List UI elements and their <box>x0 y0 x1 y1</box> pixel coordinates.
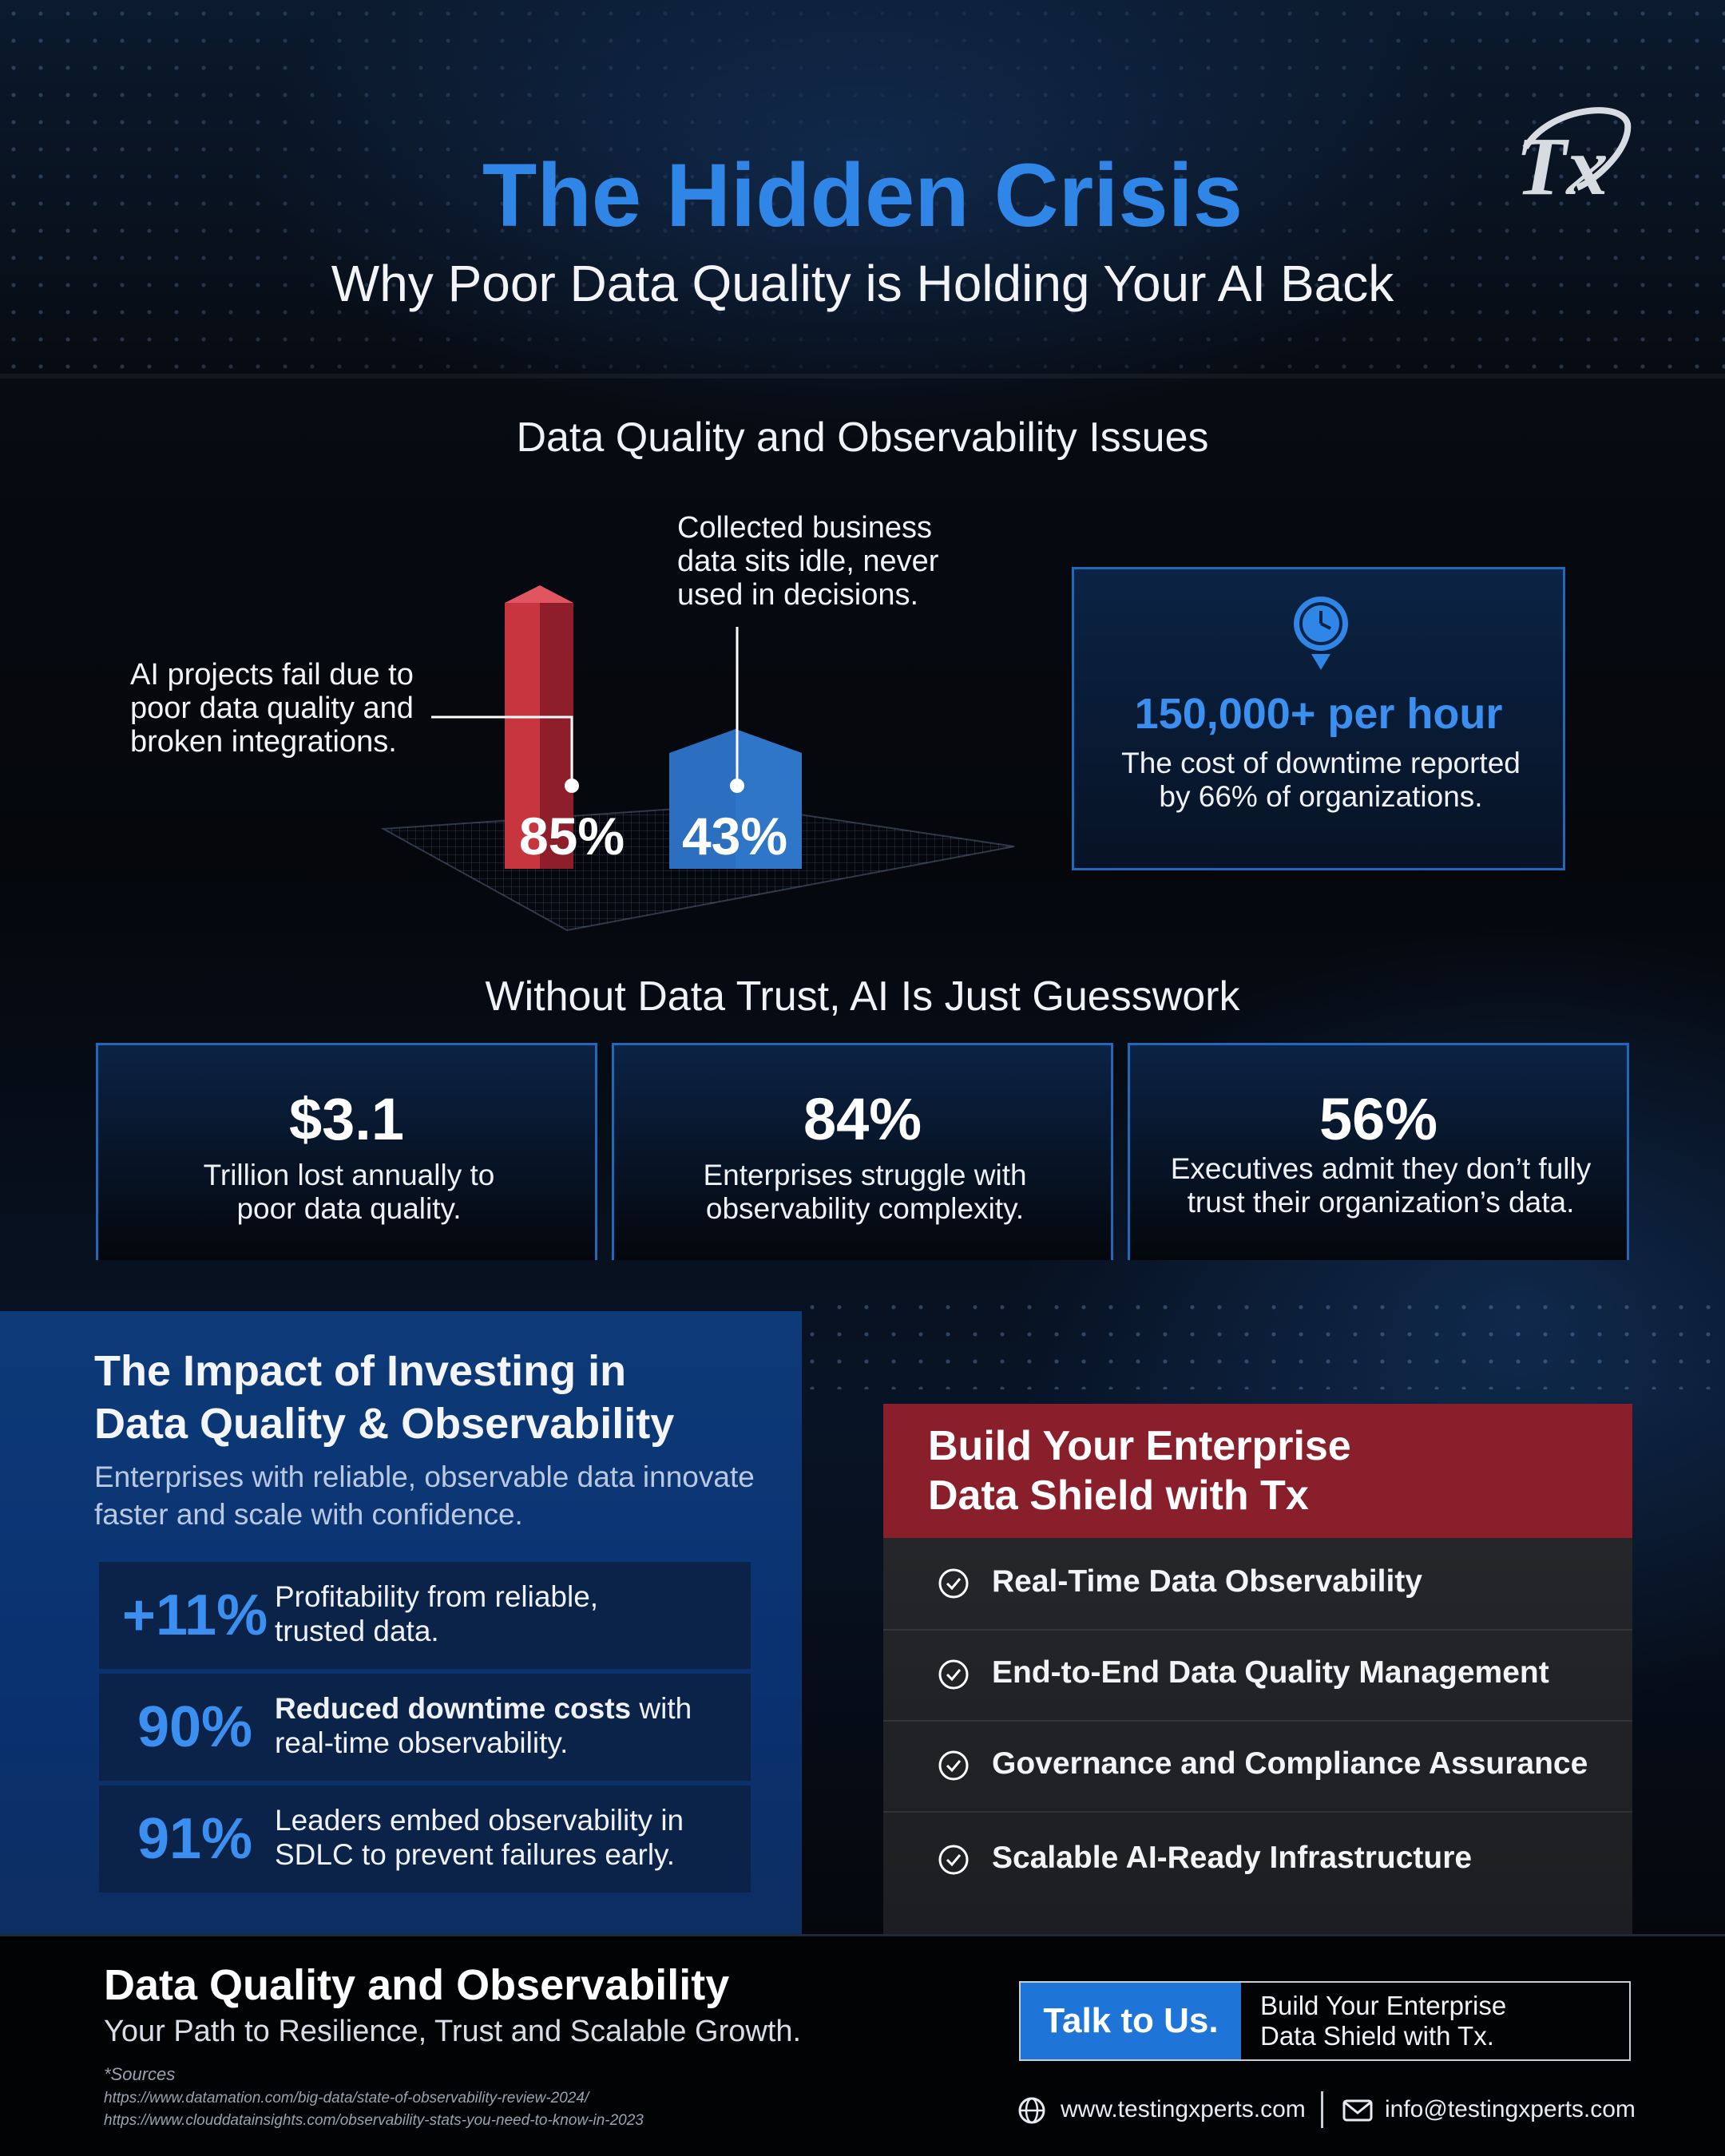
issues-section-title: Data Quality and Observability Issues <box>516 414 1209 461</box>
stat-card: 84% Enterprises struggle with observabil… <box>612 1043 1113 1260</box>
shield-item-label: Scalable AI-Ready Infrastructure <box>992 1841 1473 1875</box>
stat-card: $3.1 Trillion lost annually to poor data… <box>96 1043 597 1260</box>
check-circle-icon <box>938 1750 969 1781</box>
header-divider <box>0 374 1725 378</box>
tx-logo: Tx <box>1516 107 1632 212</box>
source-link[interactable]: https://www.clouddatainsights.com/observ… <box>104 2112 644 2129</box>
impact-row: 91% Leaders embed observability in SDLC … <box>99 1785 751 1892</box>
globe-icon <box>1018 2097 1045 2124</box>
shield-header: Build Your Enterprise Data Shield with T… <box>883 1404 1632 1538</box>
envelope-icon <box>1342 2099 1373 2122</box>
shield-feature-list: Real-Time Data Observability End-to-End … <box>883 1538 1632 1934</box>
bar-chart: 85% 43% <box>367 495 1022 942</box>
impact-text: Profitability from reliable, trusted dat… <box>275 1580 599 1647</box>
footer-subtitle: Your Path to Resilience, Trust and Scala… <box>104 2015 802 2048</box>
impact-row: +11% Profitability from reliable, truste… <box>99 1562 751 1669</box>
shield-title: Build Your Enterprise Data Shield with T… <box>928 1423 1351 1519</box>
impact-value: 91% <box>137 1807 253 1871</box>
impact-description: Enterprises with reliable, observable da… <box>94 1460 755 1531</box>
connector-dot-blue <box>730 779 744 793</box>
website-link[interactable]: www.testingxperts.com <box>1061 2096 1306 2122</box>
impact-value: +11% <box>121 1583 268 1647</box>
email-link[interactable]: info@testingxperts.com <box>1385 2096 1636 2122</box>
sources-heading: *Sources <box>104 2064 176 2084</box>
connector-dot-red <box>565 779 579 793</box>
cta-text: Build Your Enterprise Data Shield with T… <box>1260 1991 1507 2051</box>
downtime-cost-card: 150,000+ per hour The cost of downtime r… <box>1072 567 1565 870</box>
source-link[interactable]: https://www.datamation.com/big-data/stat… <box>104 2090 589 2106</box>
page-subtitle: Why Poor Data Quality is Holding Your AI… <box>331 255 1394 312</box>
bar-blue-note: Collected business data sits idle, never… <box>677 511 939 612</box>
shield-item: Scalable AI-Ready Infrastructure <box>883 1814 1632 1905</box>
shield-item-label: End-to-End Data Quality Management <box>992 1655 1549 1690</box>
dot-pattern-decoration <box>799 1294 1725 1389</box>
footer: Data Quality and Observability Your Path… <box>0 1934 1725 2156</box>
stat-value: $3.1 <box>288 1086 405 1152</box>
shield-item: End-to-End Data Quality Management <box>883 1629 1632 1722</box>
impact-text: Reduced downtime costs with real-time ob… <box>275 1692 692 1759</box>
trust-section-title: Without Data Trust, AI Is Just Guesswork <box>485 973 1240 1020</box>
stat-card: 56% Executives admit they don’t fully tr… <box>1128 1043 1629 1260</box>
shield-item-label: Real-Time Data Observability <box>992 1564 1422 1599</box>
connector-line-red <box>431 715 573 786</box>
downtime-text: The cost of downtime reported by 66% of … <box>1121 747 1521 813</box>
shield-item: Governance and Compliance Assurance <box>883 1720 1632 1813</box>
shield-item: Real-Time Data Observability <box>883 1538 1632 1631</box>
bar-red-note: AI projects fail due to poor data qualit… <box>130 658 414 759</box>
dot-pattern-decoration <box>0 0 1725 375</box>
bar-red <box>505 585 573 869</box>
bar-blue <box>669 729 802 869</box>
impact-title: The Impact of Investing in Data Quality … <box>94 1347 675 1448</box>
stat-text: Enterprises struggle with observability … <box>703 1159 1027 1225</box>
impact-text: Leaders embed observability in SDLC to p… <box>275 1804 684 1871</box>
bar-blue-label: 43% <box>682 807 787 866</box>
bar-red-label: 85% <box>519 807 625 866</box>
downtime-value: 150,000+ per hour <box>1134 690 1503 738</box>
stat-value: 84% <box>803 1086 922 1152</box>
svg-text:Tx: Tx <box>1516 121 1608 212</box>
check-circle-icon <box>938 1568 969 1599</box>
contact-divider <box>1321 2091 1323 2128</box>
clock-download-icon <box>1294 596 1348 670</box>
check-circle-icon <box>938 1845 969 1875</box>
impact-row: 90% Reduced downtime costs with real-tim… <box>99 1674 751 1781</box>
talk-to-us-button[interactable]: Talk to Us. <box>1021 1983 1241 2059</box>
footer-title: Data Quality and Observability <box>104 1961 730 2009</box>
stat-value: 56% <box>1319 1086 1438 1152</box>
impact-panel: The Impact of Investing in Data Quality … <box>0 1311 802 1934</box>
impact-value: 90% <box>137 1695 253 1759</box>
shield-item-label: Governance and Compliance Assurance <box>992 1746 1588 1781</box>
stat-text: Executives admit they don’t fully trust … <box>1170 1152 1592 1219</box>
stat-text: Trillion lost annually to poor data qual… <box>203 1159 495 1225</box>
cta-box: Talk to Us. Build Your Enterprise Data S… <box>1019 1981 1631 2061</box>
page-title: The Hidden Crisis <box>482 145 1243 245</box>
check-circle-icon <box>938 1659 969 1690</box>
